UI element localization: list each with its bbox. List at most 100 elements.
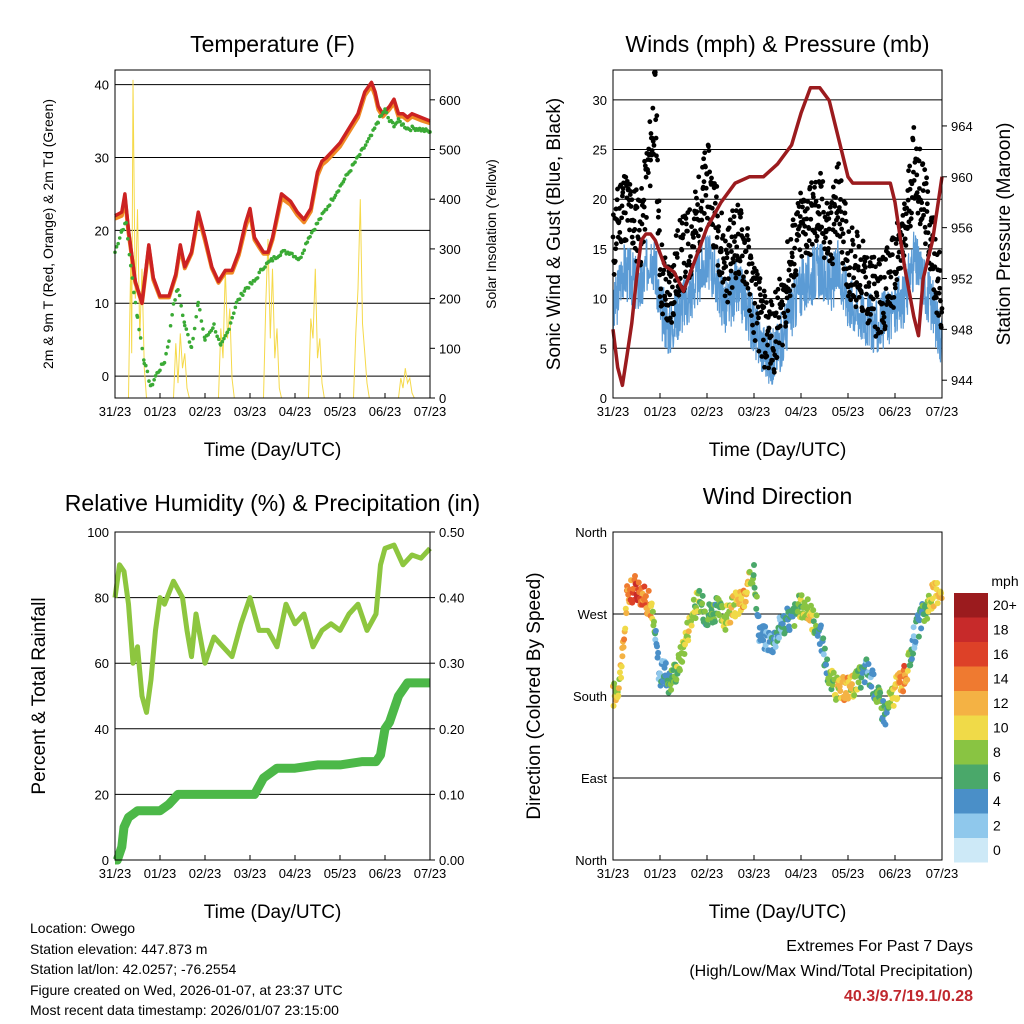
gust-point [814,233,820,239]
gust-point [744,233,750,238]
y2-tick-label: 0 [439,391,446,406]
y-tick-label: 10 [95,296,109,311]
gust-point [874,293,880,299]
gust-point [660,271,666,277]
x-tick-label: 31/23 [99,404,132,419]
direction-point [863,656,870,663]
dewpoint-point [242,289,247,293]
gust-point [831,221,837,227]
dewpoint-point [128,263,133,268]
direction-point [910,624,917,631]
direction-point [924,615,931,622]
gust-point [667,315,673,321]
direction-point [620,644,627,651]
gust-point [797,224,802,229]
x-tick-label: 02/23 [189,866,222,881]
gust-point [794,237,800,243]
direction-point [880,698,887,705]
gust-point [613,246,619,252]
dewpoint-point [302,248,307,253]
gust-point [755,304,761,310]
y-tick-label: South [573,689,607,704]
gust-point [699,198,705,204]
x-tick-label: 07/23 [926,866,959,881]
gust-point [611,272,617,277]
dewpoint-point [396,117,401,121]
direction-point [685,637,692,644]
gust-point [663,297,668,302]
direction-point [654,654,661,661]
gust-point [688,254,693,259]
y-tick-label: 20 [95,223,109,238]
dewpoint-point [362,146,366,150]
gust-point [762,364,767,370]
gust-point [741,274,746,280]
gust-point [739,253,745,259]
gust-point [703,164,708,170]
gust-point [759,354,765,359]
gust-point [671,263,677,268]
gust-point [911,125,917,130]
colorbar-label: 6 [993,769,1001,785]
dewpoint-point [218,343,223,347]
direction-point [848,681,855,688]
gust-point [902,201,907,207]
gust-point [720,233,726,238]
gust-point [786,278,791,283]
y2-tick-label: 600 [439,93,461,108]
gust-point [743,248,749,254]
y-tick-label: 15 [593,242,607,257]
gust-point [745,226,751,231]
x-tick-label: 31/23 [99,866,132,881]
direction-point [704,622,711,629]
dewpoint-point [250,281,254,286]
gust-point [854,280,860,285]
gust-point [819,224,825,230]
gust-point [683,216,689,221]
x-axis-title: Time (Day/UTC) [204,902,342,923]
gust-point [616,219,622,224]
gust-point [729,249,734,255]
x-tick-label: 04/23 [279,404,312,419]
gust-point [733,208,739,214]
direction-point [622,605,629,612]
gust-point [937,285,943,291]
gust-point [860,238,866,244]
y2-tick-label: 0.00 [439,853,464,868]
gust-point [789,250,795,256]
direction-point [904,667,911,674]
dewpoint-point [140,346,145,351]
gust-point [892,285,898,291]
direction-point [824,656,831,663]
gust-point [909,210,914,216]
precip-line [112,678,430,865]
dewpoint-point [263,265,267,269]
dewpoint-point [182,323,187,328]
dewpoint-point [305,240,310,244]
x-tick-label: 07/23 [414,866,447,881]
sonic-wind-line [612,231,943,385]
gust-point [878,274,884,280]
dewpoint-point [278,253,283,258]
gust-point [804,216,810,222]
dewpoint-point [365,139,370,144]
gust-point [902,236,908,242]
gust-point [855,264,861,269]
gust-point [814,238,819,244]
y-tick-label: North [575,525,607,540]
dewpoint-point [189,345,194,349]
gust-point [765,342,770,348]
gust-point [754,320,760,326]
direction-point [848,685,855,692]
gust-point [714,235,720,240]
gust-point [935,276,941,282]
gust-point [883,286,889,292]
x-tick-label: 03/23 [234,866,267,881]
gust-point [748,313,754,319]
direction-point [668,686,675,693]
gust-point [655,214,661,220]
x-axis-title: Time (Day/UTC) [709,902,847,923]
direction-point [820,651,827,658]
gust-point [871,281,877,287]
x-tick-label: 07/23 [414,404,447,419]
